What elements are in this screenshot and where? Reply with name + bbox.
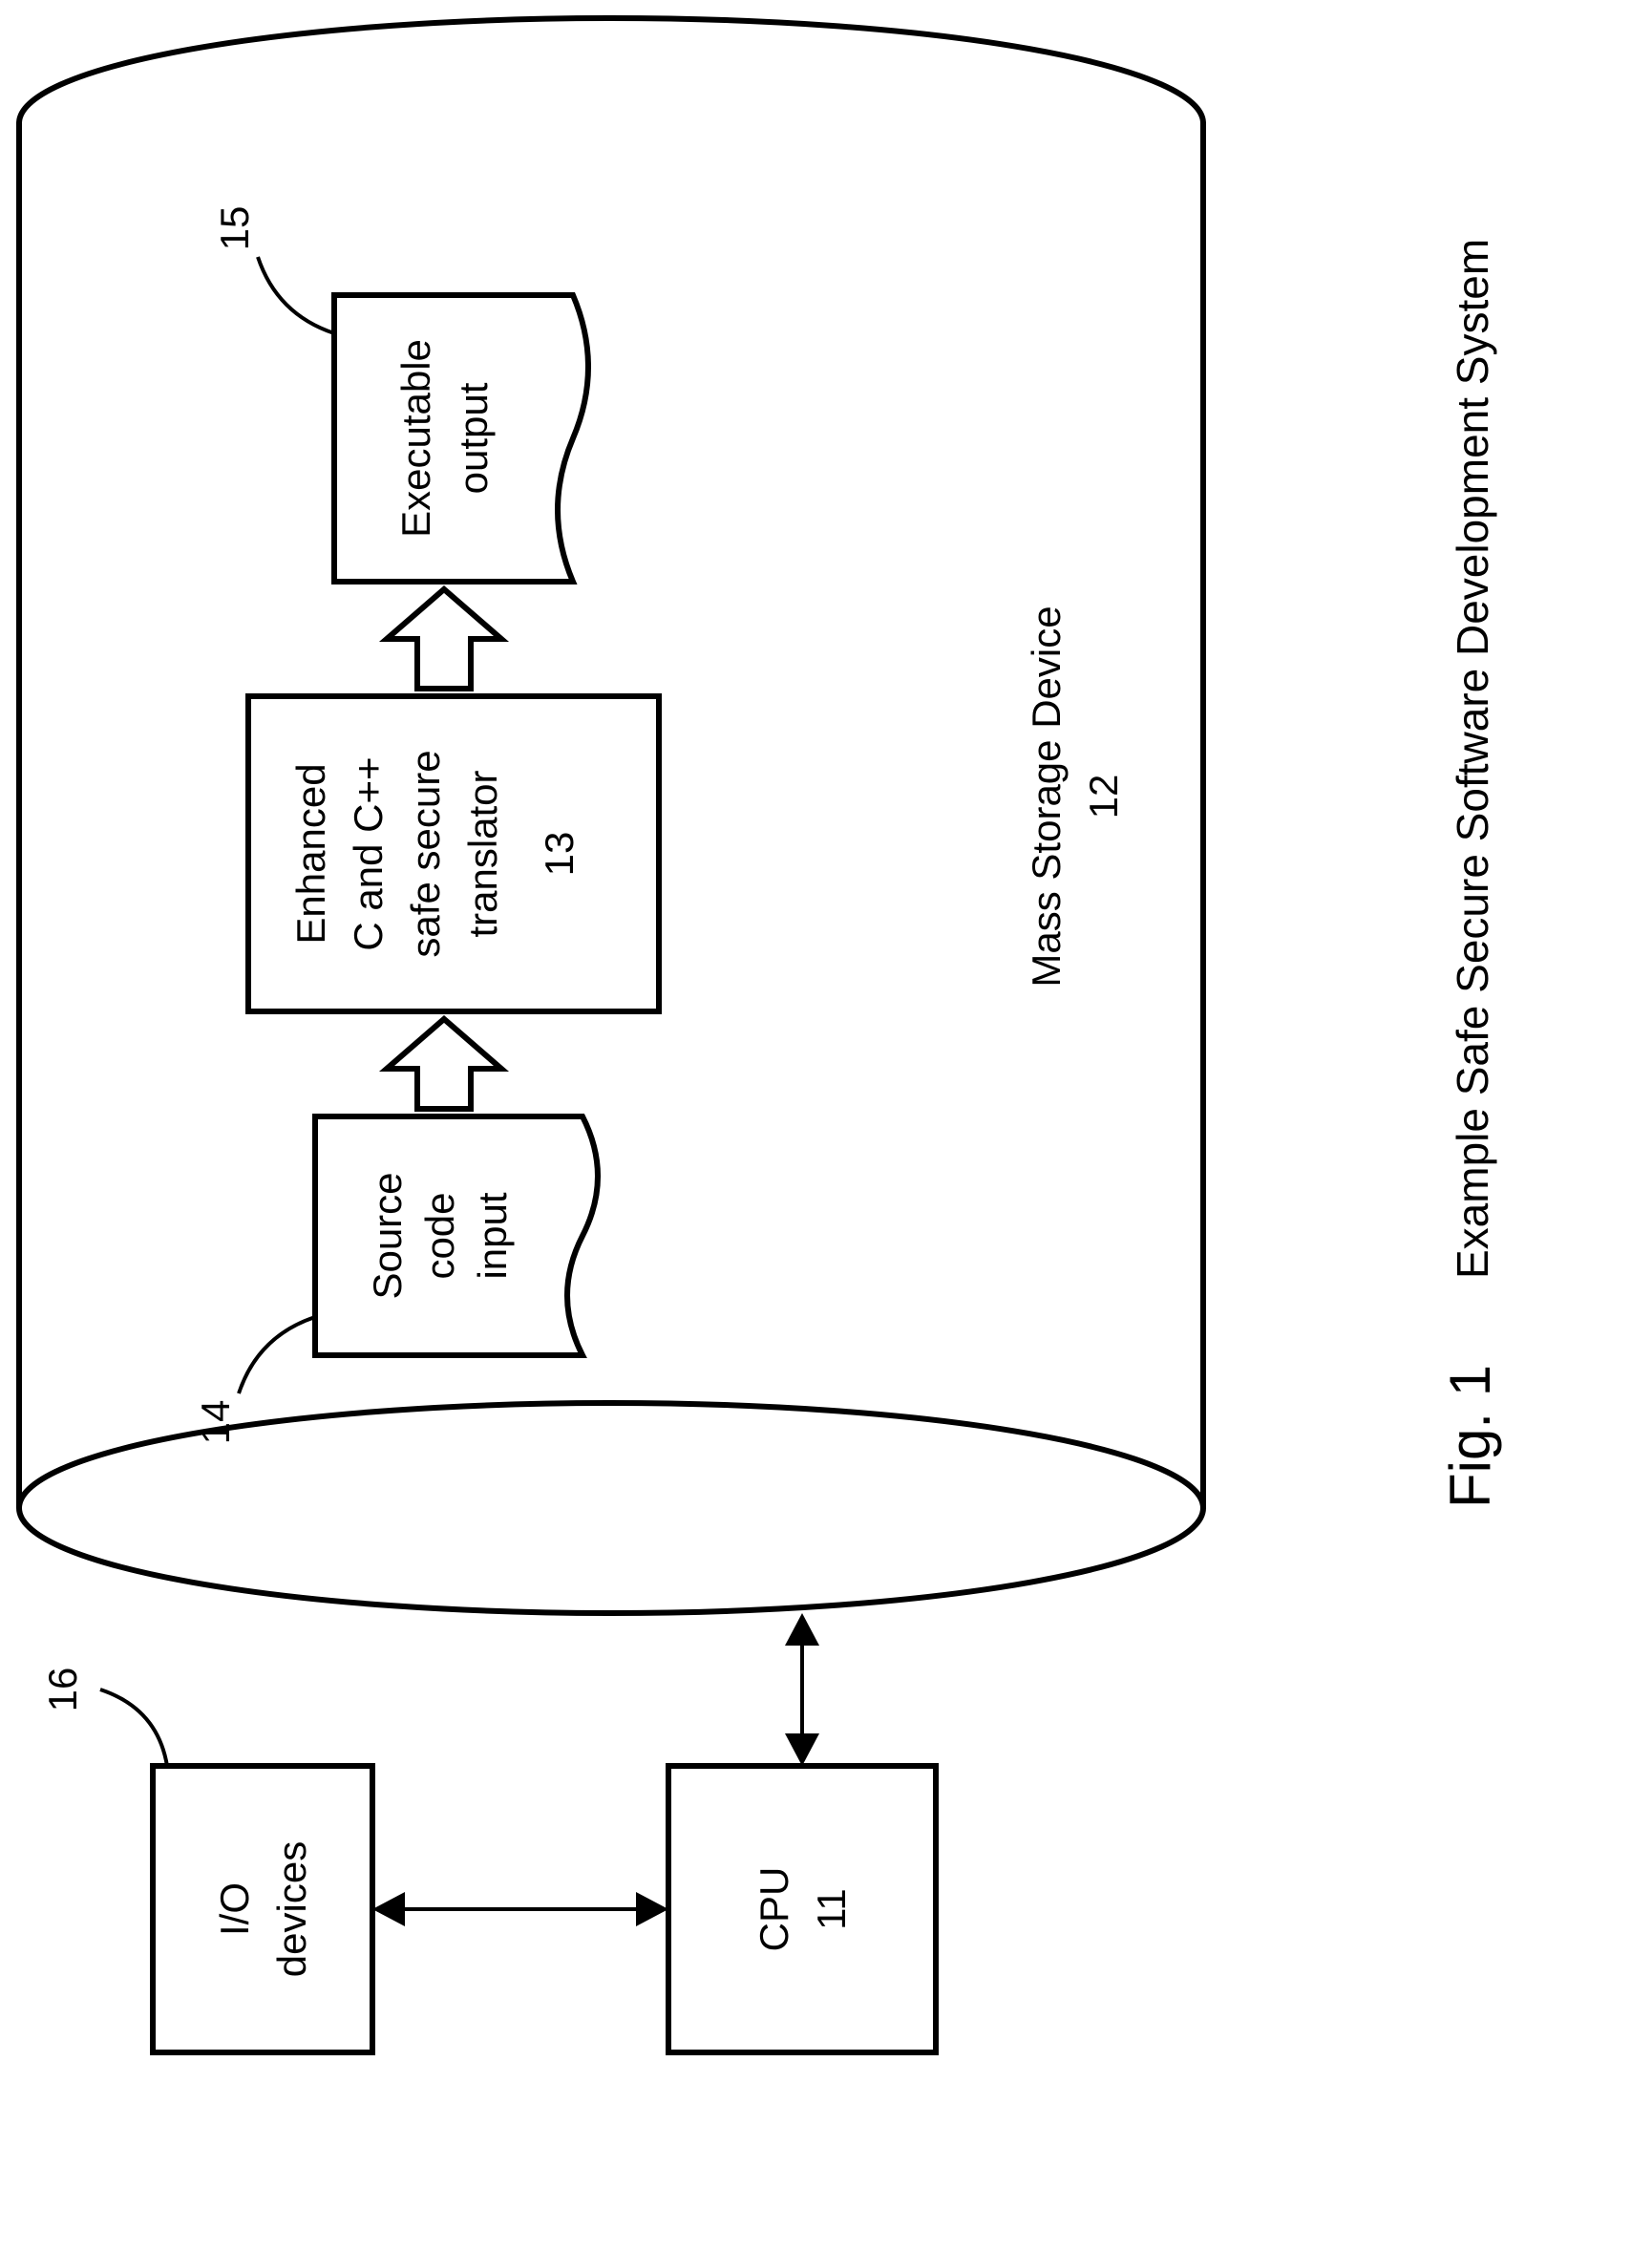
source-ref-leader — [239, 1317, 315, 1393]
translator-label-2: C and C++ — [346, 756, 391, 950]
io-ref-leader — [100, 1690, 167, 1766]
exec-label-1: Executable — [393, 339, 438, 538]
translator-ref: 13 — [537, 832, 582, 877]
cpu-box: CPU 11 — [668, 1766, 936, 2052]
exec-ref-label: 15 — [212, 206, 257, 251]
executable-doc: Executable output — [334, 295, 588, 582]
io-label-2: devices — [269, 1841, 314, 1977]
figure-caption: Example Safe Secure Software Development… — [1448, 239, 1497, 1279]
mass-storage-label: Mass Storage Device — [1024, 606, 1069, 987]
source-code-doc: Source code input — [315, 1116, 598, 1355]
figure-label: Fig. 1 — [1438, 1365, 1502, 1508]
figure-diagram: Mass Storage Device 12 I/O devices 16 CP… — [0, 0, 1652, 2253]
exec-label-2: output — [451, 382, 496, 494]
block-arrow-translator-exec — [387, 589, 501, 689]
mass-storage-ref: 12 — [1081, 775, 1126, 819]
exec-ref-leader — [258, 257, 334, 333]
source-label-2: code — [417, 1192, 462, 1279]
cpu-ref: 11 — [809, 1888, 854, 1930]
cpu-label: CPU — [752, 1867, 796, 1952]
io-devices-box: I/O devices — [153, 1766, 372, 2052]
source-ref-label: 14 — [193, 1400, 238, 1445]
source-label-1: Source — [365, 1172, 410, 1299]
source-label-3: input — [470, 1192, 515, 1279]
block-arrow-src-translator — [387, 1019, 501, 1109]
translator-label-1: Enhanced — [288, 763, 333, 944]
arrow-cpu-storage — [785, 1613, 819, 1766]
translator-label-3: safe secure — [403, 750, 448, 957]
translator-label-4: translator — [460, 770, 505, 937]
arrow-io-cpu — [372, 1892, 668, 1926]
io-ref-label: 16 — [40, 1668, 85, 1712]
translator-box: Enhanced C and C++ safe secure translato… — [248, 696, 659, 1011]
io-label-1: I/O — [212, 1882, 257, 1936]
